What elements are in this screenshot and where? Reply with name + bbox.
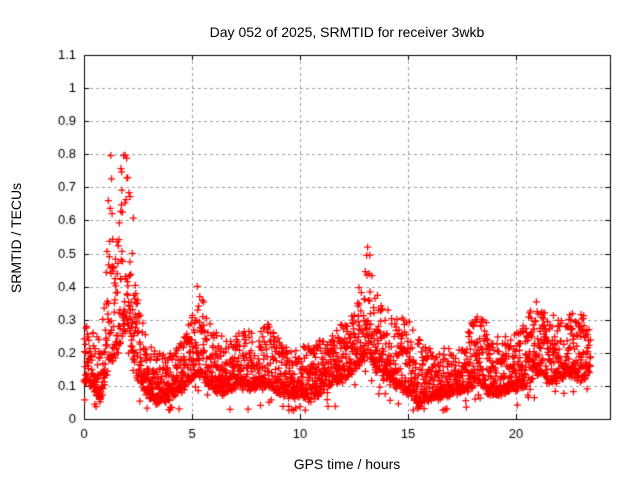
y-axis-label: SRMTID / TECUs: [8, 182, 24, 294]
chart-title: Day 052 of 2025, SRMTID for receiver 3wk…: [209, 24, 485, 40]
x-axis-label: GPS time / hours: [293, 456, 401, 472]
